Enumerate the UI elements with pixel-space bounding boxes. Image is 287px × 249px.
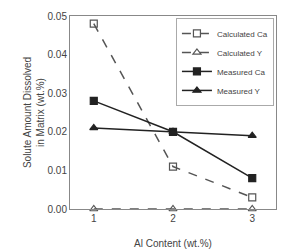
svg-text:0.00: 0.00 [48,204,68,215]
svg-text:Solute Amount Dissolvedin Matr: Solute Amount Dissolvedin Matrix (wt.%) [22,57,46,168]
svg-text:0.04: 0.04 [48,49,68,60]
svg-text:Measured Y: Measured Y [217,87,261,96]
svg-text:Calculated Ca: Calculated Ca [217,30,268,39]
svg-text:Measured Ca: Measured Ca [217,68,266,77]
svg-text:0.02: 0.02 [48,126,68,137]
svg-text:3: 3 [249,213,255,224]
svg-text:0.05: 0.05 [48,11,68,22]
svg-text:0.01: 0.01 [48,165,68,176]
svg-text:1: 1 [91,213,97,224]
svg-text:Calculated Y: Calculated Y [217,49,263,58]
svg-text:Al Content (wt.%): Al Content (wt.%) [134,238,212,249]
svg-text:0.03: 0.03 [48,88,68,99]
svg-text:2: 2 [170,213,176,224]
